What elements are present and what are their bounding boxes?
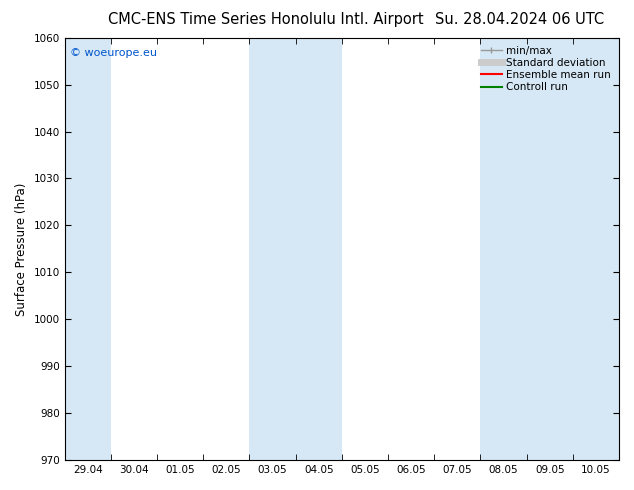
Y-axis label: Surface Pressure (hPa): Surface Pressure (hPa) <box>15 182 28 316</box>
Text: CMC-ENS Time Series Honolulu Intl. Airport: CMC-ENS Time Series Honolulu Intl. Airpo… <box>108 12 424 27</box>
Text: © woeurope.eu: © woeurope.eu <box>70 48 157 58</box>
Bar <box>249 38 342 460</box>
Bar <box>481 38 619 460</box>
Bar <box>65 38 111 460</box>
Legend: min/max, Standard deviation, Ensemble mean run, Controll run: min/max, Standard deviation, Ensemble me… <box>478 43 614 96</box>
Text: Su. 28.04.2024 06 UTC: Su. 28.04.2024 06 UTC <box>436 12 604 27</box>
